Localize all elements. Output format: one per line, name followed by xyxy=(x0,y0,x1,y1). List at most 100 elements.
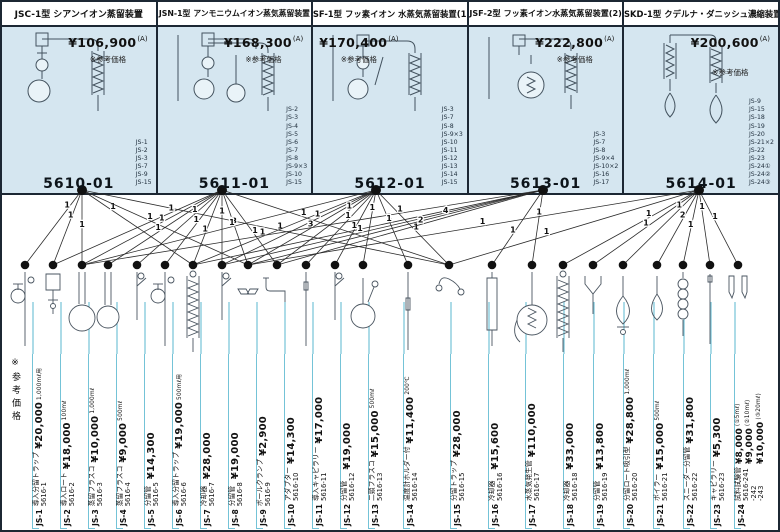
part-js-number: JS-17 xyxy=(528,503,537,526)
quantity-label: 1 xyxy=(194,215,200,224)
panel-jsf-2: JSF-2型 フッ素イオン水蒸気蒸留装置(2) ¥222,800(A) ※参考価格… xyxy=(468,2,625,193)
price-grade: (A) xyxy=(388,34,399,43)
part-price: ¥18,000100mℓ xyxy=(62,400,73,470)
apparatus-sketch xyxy=(332,34,422,111)
price-note: ※参考価格 xyxy=(245,55,282,64)
price-note: ※参考価格 xyxy=(556,55,593,64)
part-dot xyxy=(358,260,368,270)
part-code: 5616-23 xyxy=(717,472,726,501)
connection-line xyxy=(375,189,450,266)
parts-used-item: JS-9 xyxy=(748,98,761,106)
part-name-code: 冷却器 5616-7 xyxy=(200,482,217,507)
quantity-label: 1 xyxy=(646,209,652,218)
part-sketch-js-2 xyxy=(45,273,61,314)
parts-used-list: JS-9 JS-15 JS-18 JS-19 JS-20 JS-21×2 JS-22 JS-2… xyxy=(749,98,774,187)
part-label: JS-1 導入分留トラップ 5616-1 ¥20,0001,000mℓ用 xyxy=(32,354,57,529)
part-dot xyxy=(618,260,628,270)
parts-used-item: JS-4 xyxy=(286,122,299,130)
quantity-label: 1 xyxy=(79,220,85,229)
part-price: ¥33,000 xyxy=(565,422,576,470)
part-dot xyxy=(487,260,497,270)
quantity-label: 1 xyxy=(315,210,321,219)
connection-line xyxy=(221,189,249,266)
panel-body: ¥222,800(A) ※参考価格 JS-3 JS-7 JS-8 JS-9×4 JS-1… xyxy=(468,27,623,193)
part-dot xyxy=(132,260,142,270)
parts-used-item: JS-3 xyxy=(135,154,148,162)
quantity-label: 3 xyxy=(308,219,314,228)
quantity-label: 1 xyxy=(219,207,225,216)
part-name-code: 水蒸気発生管 5616-17 xyxy=(525,460,542,501)
part-label: JS-14 温度計ホルダー付 5616-14 ¥11,400200℃ xyxy=(403,354,428,529)
parts-used-item: JS-24② xyxy=(748,170,771,178)
part-name-code: 分留管 5616-8 xyxy=(228,482,245,507)
part-size-note: 1,000mℓ xyxy=(625,368,631,395)
parts-used-list: JS-3 JS-7 JS-8 JS-9×3 JS-10 JS-11 JS-12 JS-13 JS… xyxy=(442,106,463,187)
model-number: 5614-01 xyxy=(665,176,737,192)
quantity-label: 1 xyxy=(229,218,235,227)
connection-line xyxy=(592,189,700,266)
part-name-code: 冷却器 5616-16 xyxy=(488,473,505,501)
price-box: ¥222,800(A) ※参考価格 xyxy=(535,32,614,65)
price-grade: (A) xyxy=(137,34,148,43)
parts-used-item: JS-6 xyxy=(286,138,299,146)
connection-line xyxy=(375,189,409,266)
quantity-label: 4 xyxy=(443,206,449,215)
quantity-label: 1 xyxy=(386,214,392,223)
quantity-label: 1 xyxy=(277,222,283,231)
quantity-label: 1 xyxy=(699,202,705,211)
quantity-label: 1 xyxy=(387,213,393,222)
parts-used-item: JS-9×3 xyxy=(441,130,463,138)
part-label: JS-5 分留管 5616-5 ¥14,300 xyxy=(144,354,169,529)
part-code: 5616-13 xyxy=(375,472,384,501)
part-js-number: JS-4 xyxy=(119,509,128,526)
model-name: クデルナ・ダニッシュ濃縮装置 xyxy=(664,8,778,19)
part-sketch-js-6 xyxy=(150,272,175,346)
parts-used-item: JS-12 xyxy=(441,154,458,162)
quantity-label: 1 xyxy=(346,201,352,210)
part-name-code: 二頸フラスコ 5616-13 xyxy=(368,460,385,501)
parts-used-item: JS-3 xyxy=(286,114,299,122)
part-label: JS-17 水蒸気発生管 5616-17 ¥110,000 xyxy=(525,354,550,529)
part-code: 5616-7 xyxy=(207,482,216,507)
part-js-number: JS-22 xyxy=(686,503,695,526)
part-dot xyxy=(103,260,113,270)
quantity-label: 1 xyxy=(169,204,175,213)
panel-title: JSN-1型 アンモニウムイオン蒸気蒸留装置 xyxy=(157,2,312,27)
part-label: JS-22 スニーダー分留管 5616-22 ¥31,800 xyxy=(683,354,708,529)
part-label-column-js-6: JS-6 導入分留トラップ 5616-6 ¥19,000500mℓ用 xyxy=(172,354,197,529)
part-price: ¥5,300 xyxy=(712,417,723,458)
connection-line xyxy=(362,189,377,266)
model-type: JSC-1型 xyxy=(14,10,51,20)
part-size-note: (①5mℓ) xyxy=(735,403,741,427)
part-js-number: JS-8 xyxy=(231,509,240,526)
part-sketch-js-17 xyxy=(514,272,548,343)
quantity-label: 3 xyxy=(231,216,237,225)
part-price: ¥17,000 xyxy=(314,396,325,444)
part-sketch-js-22 xyxy=(677,272,689,336)
parts-used-item: JS-14 xyxy=(441,170,458,178)
apparatus-sketch xyxy=(177,32,275,111)
part-js-number: JS-5 xyxy=(147,509,156,526)
part-price: ¥19,000 xyxy=(342,422,353,470)
quantity-label: 1 xyxy=(192,205,198,214)
quantity-label: 1 xyxy=(480,217,486,226)
part-label-column-js-9: JS-9 ボールクランプ 5616-9 ¥2,900 xyxy=(256,354,281,529)
connection-line xyxy=(81,189,377,266)
parts-used-item: JS-16 xyxy=(593,170,610,178)
parts-used-item: JS-9×4 xyxy=(593,154,615,162)
part-name-code: アダプター 5616-10 xyxy=(284,467,301,501)
part-code: 5616-8 xyxy=(235,482,244,507)
part-label-column-js-3: JS-3 蒸留フラスコ 5616-3 ¥10,0001,000mℓ xyxy=(88,354,113,529)
part-sketch-js-10 xyxy=(263,277,286,302)
part-code: 5616-18 xyxy=(570,472,579,501)
part-sketch-js-14 xyxy=(405,272,411,350)
part-name-code: 分留トラップ 5616-15 xyxy=(450,460,467,501)
part-dot xyxy=(188,260,198,270)
parts-used-item: JS-7 xyxy=(286,146,299,154)
connection-line xyxy=(276,189,377,266)
part-price: ¥28,000 xyxy=(202,432,213,480)
price: ¥200,600 xyxy=(690,35,759,50)
part-dot xyxy=(588,260,598,270)
part-label-column-js-18: JS-18 冷却器 5616-18 ¥33,000 xyxy=(563,354,588,529)
